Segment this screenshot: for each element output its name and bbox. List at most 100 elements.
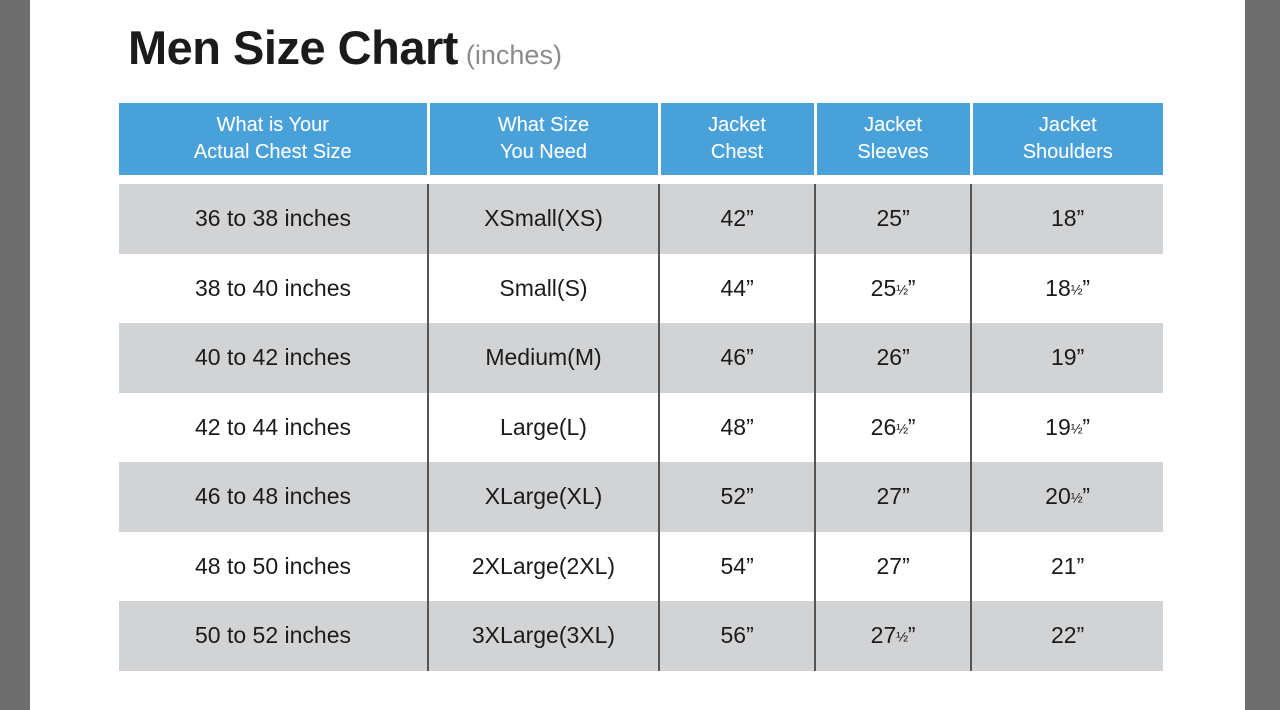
measure-fraction: ½: [896, 421, 908, 438]
measure-fraction: ½: [1070, 490, 1083, 507]
cell-jacket-sleeves: 25½”: [814, 253, 971, 323]
header-body-gap: [119, 175, 1163, 184]
table-body: 36 to 38 inches XSmall(XS) 42” 25” 18” 38 to …: [119, 175, 1163, 671]
cell-jacket-shoulders: 20½”: [970, 462, 1163, 532]
measure-unit: ”: [1076, 344, 1085, 371]
table-row: 42 to 44 inches Large(L) 48” 26½” 19½”: [119, 392, 1163, 462]
page-title-unit: (inches): [465, 40, 562, 70]
measure-unit: ”: [907, 274, 916, 301]
cell-jacket-chest: 44”: [658, 253, 815, 323]
table-header-row: What is Your Actual Chest Size What Size…: [119, 103, 1163, 175]
measure-unit: ”: [902, 344, 910, 371]
cell-actual-chest-size: 36 to 38 inches: [119, 184, 428, 254]
cell-jacket-chest: 54”: [658, 531, 815, 601]
measure-value: 27: [876, 552, 903, 579]
measure-unit: ”: [907, 622, 916, 649]
cell-jacket-chest: 52”: [658, 462, 815, 532]
measure-value: 26: [876, 344, 903, 371]
measure-value: 18: [1045, 274, 1071, 301]
measure-unit: ”: [746, 622, 754, 649]
measure-value: 46: [720, 344, 747, 371]
table-row: 36 to 38 inches XSmall(XS) 42” 25” 18”: [119, 184, 1163, 254]
measure-unit: ”: [1082, 483, 1090, 510]
cell-jacket-chest: 42”: [658, 184, 815, 254]
table-row: 50 to 52 inches 3XLarge(3XL) 56” 27½” 22”: [119, 601, 1163, 671]
column-header-line1: Jacket: [708, 114, 766, 136]
cell-actual-chest-size: 46 to 48 inches: [119, 462, 428, 532]
cell-size-needed: XLarge(XL): [427, 462, 659, 532]
cell-jacket-sleeves: 26½”: [814, 392, 971, 462]
table-row: 48 to 50 inches 2XLarge(2XL) 54” 27” 21”: [119, 531, 1163, 601]
column-header-line2: Actual Chest Size: [193, 141, 352, 163]
column-header-line1: Jacket: [1038, 114, 1097, 136]
cell-actual-chest-size: 48 to 50 inches: [119, 531, 428, 601]
column-header-line2: You Need: [499, 141, 588, 163]
table-header: What is Your Actual Chest Size What Size…: [119, 103, 1163, 175]
measure-value: 19: [1045, 413, 1071, 440]
cell-jacket-sleeves: 27”: [814, 531, 971, 601]
column-header-line2: Chest: [710, 141, 764, 163]
measure-unit: ”: [1082, 274, 1090, 301]
cell-jacket-shoulders: 18”: [970, 184, 1163, 254]
page-title: Men Size Chart (inches): [128, 20, 562, 75]
column-header-line2: Sleeves: [857, 141, 929, 163]
header-body-gap-cell: [119, 175, 1163, 184]
cell-size-needed: Medium(M): [427, 323, 659, 393]
cell-jacket-chest: 56”: [658, 601, 815, 671]
cell-jacket-chest: 46”: [658, 323, 815, 393]
measure-value: 27: [870, 622, 897, 649]
column-header-jacket-sleeves: Jacket Sleeves: [813, 103, 973, 175]
measure-value: 19: [1050, 344, 1077, 371]
measure-fraction: ½: [1070, 421, 1083, 438]
measure-value: 52: [720, 483, 747, 510]
column-header-jacket-chest: Jacket Chest: [657, 103, 817, 175]
table-row: 40 to 42 inches Medium(M) 46” 26” 19”: [119, 323, 1163, 393]
measure-unit: ”: [902, 552, 910, 579]
cell-jacket-shoulders: 18½”: [970, 253, 1163, 323]
measure-unit: ”: [746, 274, 754, 301]
measure-value: 18: [1050, 205, 1077, 232]
size-chart-table: What is Your Actual Chest Size What Size…: [119, 103, 1163, 671]
cell-size-needed: Large(L): [427, 392, 659, 462]
measure-unit: ”: [1076, 205, 1085, 232]
column-header-line1: What is Your: [216, 114, 329, 136]
measure-fraction: ½: [896, 629, 908, 646]
measure-value: 22: [1050, 622, 1077, 649]
measure-unit: ”: [746, 483, 754, 510]
cell-jacket-sleeves: 25”: [814, 184, 971, 254]
measure-unit: ”: [746, 552, 754, 579]
measure-value: 44: [720, 274, 747, 301]
cell-jacket-shoulders: 22”: [970, 601, 1163, 671]
cell-jacket-sleeves: 26”: [814, 323, 971, 393]
measure-unit: ”: [1076, 552, 1085, 579]
cell-size-needed: 2XLarge(2XL): [427, 531, 659, 601]
cell-jacket-shoulders: 19½”: [970, 392, 1163, 462]
cell-jacket-sleeves: 27”: [814, 462, 971, 532]
measure-unit: ”: [907, 413, 916, 440]
measure-fraction: ½: [896, 282, 908, 299]
measure-value: 27: [876, 483, 903, 510]
cell-jacket-chest: 48”: [658, 392, 815, 462]
measure-value: 21: [1050, 552, 1077, 579]
measure-value: 54: [720, 552, 747, 579]
size-chart-page: Men Size Chart (inches) What is Your Actu…: [30, 0, 1245, 710]
measure-value: 25: [876, 205, 903, 232]
measure-value: 56: [720, 622, 747, 649]
measure-value: 26: [870, 413, 897, 440]
cell-size-needed: XSmall(XS): [427, 184, 659, 254]
cell-actual-chest-size: 38 to 40 inches: [119, 253, 428, 323]
measure-unit: ”: [746, 205, 754, 232]
measure-unit: ”: [746, 344, 754, 371]
measure-unit: ”: [902, 483, 910, 510]
letterbox-left: [0, 0, 30, 710]
cell-actual-chest-size: 40 to 42 inches: [119, 323, 428, 393]
measure-unit: ”: [1082, 413, 1090, 440]
measure-value: 42: [720, 205, 747, 232]
column-header-jacket-shoulders: Jacket Shoulders: [969, 103, 1163, 175]
column-header-line1: Jacket: [864, 114, 922, 136]
letterbox-right: [1245, 0, 1280, 710]
cell-jacket-shoulders: 21”: [970, 531, 1163, 601]
cell-size-needed: 3XLarge(3XL): [427, 601, 659, 671]
column-header-line1: What Size: [497, 114, 590, 136]
measure-fraction: ½: [1070, 282, 1083, 299]
